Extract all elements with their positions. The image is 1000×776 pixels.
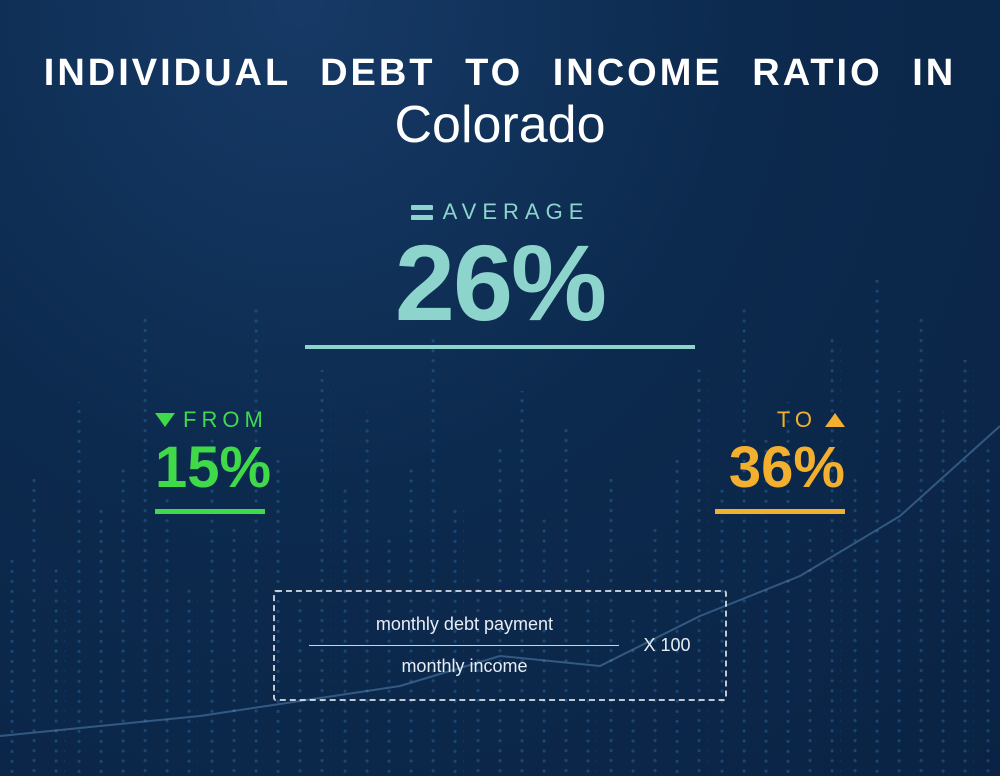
title-line-2: Colorado xyxy=(394,95,605,155)
formula-multiplier: X 100 xyxy=(643,635,690,656)
title-line-1: INDIVIDUAL DEBT TO INCOME RATIO IN xyxy=(44,52,956,95)
from-value: 15% xyxy=(155,439,271,497)
average-block: AVERAGE 26% xyxy=(305,199,695,349)
to-underline xyxy=(715,509,845,514)
formula-numerator: monthly debt payment xyxy=(376,614,553,635)
to-value: 36% xyxy=(729,439,845,497)
triangle-down-icon xyxy=(155,413,175,427)
equal-icon xyxy=(411,205,433,220)
average-value: 26% xyxy=(395,229,605,337)
formula-fraction: monthly debt payment monthly income xyxy=(309,614,619,677)
triangle-up-icon xyxy=(825,413,845,427)
to-label-row: TO xyxy=(777,407,845,433)
from-underline xyxy=(155,509,265,514)
fraction-bar xyxy=(309,645,619,646)
to-block: TO 36% xyxy=(715,407,845,514)
formula-box: monthly debt payment monthly income X 10… xyxy=(273,590,726,701)
formula-denominator: monthly income xyxy=(401,656,527,677)
from-block: FROM 15% xyxy=(155,407,271,514)
to-label: TO xyxy=(777,407,817,433)
from-label-row: FROM xyxy=(155,407,271,433)
range-row: FROM 15% TO 36% xyxy=(0,407,1000,514)
from-label: FROM xyxy=(183,407,268,433)
